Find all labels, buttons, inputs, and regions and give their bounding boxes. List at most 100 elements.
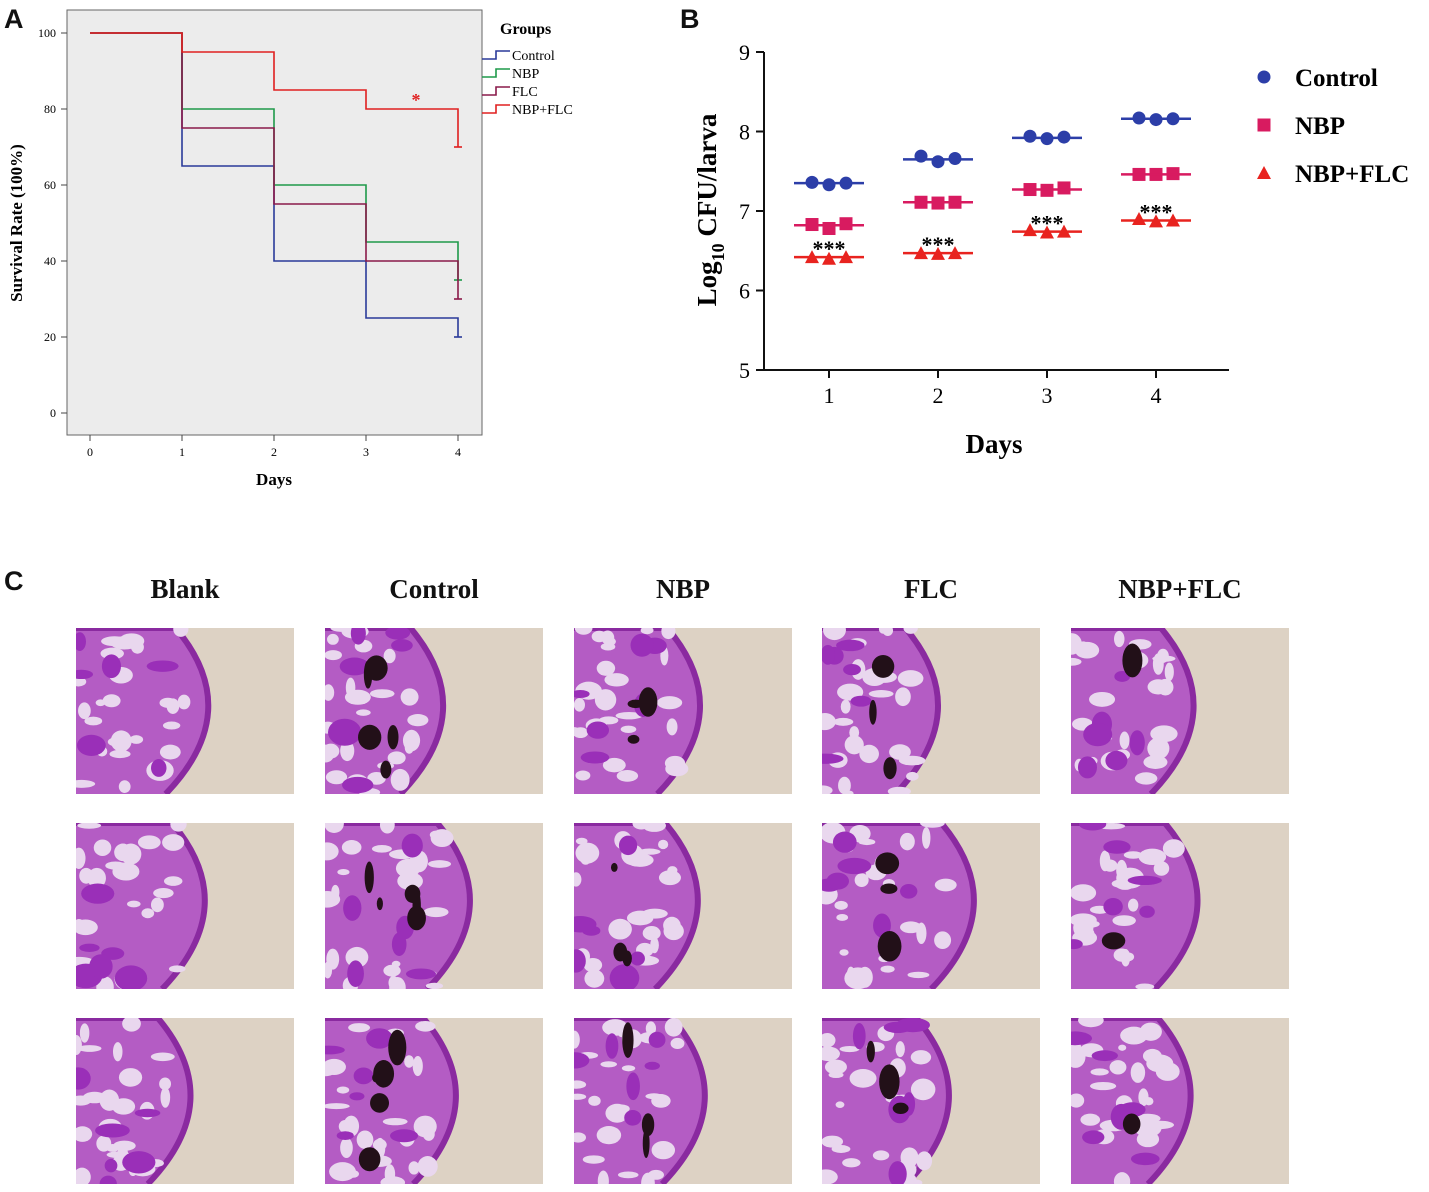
tissue-vacuole bbox=[642, 823, 666, 832]
tissue-dense-region bbox=[648, 1031, 666, 1048]
survival-chart: Survival Rate (100%) Days Groups * 0 1 2 3 4… bbox=[7, 9, 573, 489]
tissue-dense-region bbox=[401, 833, 423, 858]
tissue-dense-region bbox=[1083, 722, 1113, 747]
tissue-vacuole bbox=[838, 776, 851, 794]
tissue-dense-region bbox=[391, 932, 407, 957]
tissue-dense-region bbox=[609, 964, 640, 989]
fungal-lesion bbox=[638, 687, 658, 717]
histology-image bbox=[1071, 628, 1289, 794]
fungal-lesion bbox=[883, 757, 897, 780]
tissue-dense-region bbox=[1091, 1050, 1118, 1062]
tissue-vacuole bbox=[822, 713, 836, 731]
tissue-vacuole bbox=[596, 1126, 622, 1145]
tissue-vacuole bbox=[126, 900, 141, 908]
tissue-border bbox=[76, 628, 212, 794]
tissue-vacuole bbox=[602, 1019, 628, 1036]
fungal-lesion bbox=[388, 1029, 407, 1066]
tissue-vacuole bbox=[641, 1172, 655, 1184]
tissue-vacuole bbox=[325, 770, 348, 785]
histology-image bbox=[822, 823, 1040, 989]
tissue-vacuole bbox=[160, 1087, 171, 1108]
fungal-lesion bbox=[871, 655, 895, 678]
fungal-lesion bbox=[641, 1113, 655, 1137]
tissue-vacuole bbox=[137, 835, 161, 850]
tissue-vacuole bbox=[895, 1041, 905, 1058]
fungal-lesion bbox=[364, 861, 374, 894]
tissue-vacuole bbox=[380, 1176, 406, 1184]
tissue-vacuole bbox=[574, 1093, 587, 1100]
tissue-vacuole bbox=[1113, 948, 1131, 962]
tissue-border bbox=[1071, 1018, 1194, 1184]
tissue-dense-region bbox=[644, 1061, 660, 1070]
tissue-dense-region bbox=[822, 753, 844, 764]
fungal-lesion bbox=[880, 883, 898, 894]
tissue-vacuole bbox=[415, 1021, 436, 1032]
tissue-section bbox=[325, 628, 447, 794]
histology-image bbox=[76, 1018, 294, 1184]
tissue-vacuole bbox=[580, 854, 591, 865]
tissue-vacuole bbox=[899, 832, 915, 851]
tissue-dense-region bbox=[852, 1023, 866, 1050]
tissue-dense-region bbox=[347, 960, 364, 988]
tissue-dense-region bbox=[336, 1131, 354, 1140]
tissue-vacuole bbox=[159, 697, 177, 708]
tissue-vacuole bbox=[77, 823, 102, 829]
tissue-vacuole bbox=[423, 907, 449, 918]
tissue-dense-region bbox=[574, 949, 586, 973]
cfu-chart: 5 6 7 8 9 1 2 3 4 Log10 CFU/larva Days *** *** ***… bbox=[692, 40, 1409, 459]
tissue-vacuole bbox=[934, 878, 957, 892]
tissue-vacuole bbox=[903, 628, 918, 634]
tissue-section bbox=[325, 1018, 459, 1184]
tissue-vacuole bbox=[390, 768, 410, 791]
tissue-vacuole bbox=[344, 689, 371, 705]
tissue-vacuole bbox=[1078, 1018, 1104, 1028]
tissue-vacuole bbox=[325, 1058, 346, 1075]
tissue-vacuole bbox=[326, 948, 340, 970]
tissue-vacuole bbox=[141, 908, 155, 919]
tissue-vacuole bbox=[1134, 772, 1158, 785]
tissue-dense-region bbox=[574, 915, 597, 933]
tissue-vacuole bbox=[1143, 755, 1168, 769]
cfu-y-label: Log10 CFU/larva bbox=[692, 113, 728, 306]
tissue-border bbox=[1071, 628, 1197, 794]
tissue-dense-region bbox=[328, 718, 362, 746]
tissue-vacuole bbox=[584, 969, 605, 988]
tissue-vacuole bbox=[897, 670, 924, 687]
tissue-dense-region bbox=[104, 1158, 118, 1173]
tissue-dense-region bbox=[1127, 875, 1162, 886]
tissue-vacuole bbox=[574, 1030, 580, 1049]
significance-stars-b: *** bbox=[1031, 211, 1064, 236]
tissue-vacuole bbox=[417, 1156, 438, 1177]
tissue-vacuole bbox=[367, 772, 386, 785]
histology-image bbox=[574, 1018, 792, 1184]
tissue-vacuole bbox=[325, 1103, 350, 1110]
tissue-vacuole bbox=[325, 743, 340, 759]
tissue-border bbox=[76, 1018, 194, 1184]
tissue-dense-region bbox=[1082, 1130, 1105, 1145]
tissue-vacuole bbox=[1099, 850, 1111, 872]
survival-y-label: Survival Rate (100%) bbox=[7, 144, 26, 302]
tissue-vacuole bbox=[1080, 1113, 1101, 1126]
tissue-mass bbox=[574, 823, 698, 989]
cfu-x-tick-label: 2 bbox=[933, 383, 944, 408]
fungal-lesion bbox=[627, 734, 640, 744]
tissue-vacuole bbox=[1118, 1044, 1127, 1051]
tissue-dense-region bbox=[605, 1033, 619, 1059]
tissue-dense-region bbox=[899, 883, 918, 899]
tissue-vacuole bbox=[887, 786, 911, 794]
tissue-dense-region bbox=[76, 1067, 91, 1090]
survival-y-tick-label: 0 bbox=[50, 406, 56, 420]
tissue-vacuole bbox=[907, 971, 930, 979]
tissue-section bbox=[1071, 1018, 1194, 1184]
tissue-vacuole bbox=[920, 823, 945, 828]
tissue-dense-region bbox=[122, 1151, 156, 1174]
tissue-vacuole bbox=[906, 771, 919, 781]
tissue-vacuole bbox=[427, 860, 452, 868]
legend-swatch-control bbox=[482, 50, 510, 60]
tissue-dense-region bbox=[586, 721, 610, 739]
tissue-vacuole bbox=[822, 1046, 840, 1062]
tissue-vacuole bbox=[340, 1137, 353, 1159]
tissue-vacuole bbox=[356, 709, 371, 716]
tissue-vacuole bbox=[153, 888, 174, 899]
tissue-vacuole bbox=[1077, 641, 1090, 654]
